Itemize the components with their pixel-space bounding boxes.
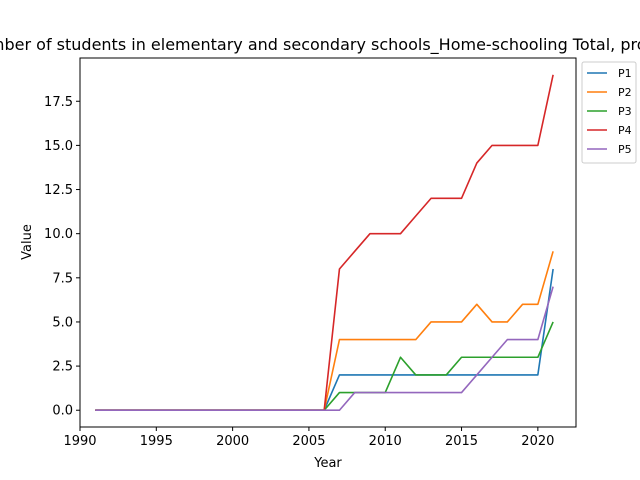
chart-title: Number of students in elementary and sec… xyxy=(0,35,640,55)
y-tick-label: 10.0 xyxy=(44,227,73,242)
x-tick-label: 2000 xyxy=(216,434,249,449)
y-axis-label: Value xyxy=(20,224,35,260)
y-axis: 0.0 2.5 5.0 7.5 10.0 12.5 15.0 17.5 xyxy=(44,95,80,419)
legend-label: P2 xyxy=(618,86,632,99)
legend-label: P1 xyxy=(618,67,632,80)
y-tick-label: 17.5 xyxy=(44,95,73,110)
legend-entry-p1: P1 xyxy=(587,67,632,80)
x-tick-label: 1990 xyxy=(63,434,96,449)
legend-box xyxy=(581,61,637,164)
series-line-p4 xyxy=(95,74,554,412)
y-tick-label: 7.5 xyxy=(52,271,73,286)
series-line-p5 xyxy=(95,286,554,412)
y-tick-label: 5.0 xyxy=(52,315,73,330)
series-line-p1 xyxy=(95,268,554,412)
axes-frame xyxy=(79,57,577,428)
x-tick-label: 2005 xyxy=(292,434,325,449)
legend-label: P4 xyxy=(618,124,632,137)
x-axis: 1990 1995 2000 2005 2010 2015 2020 xyxy=(63,427,554,449)
legend-entry-p3: P3 xyxy=(587,105,632,118)
x-tick-label: 2015 xyxy=(445,434,478,449)
legend-label: P5 xyxy=(618,143,632,156)
x-tick-label: 2010 xyxy=(369,434,402,449)
x-tick-label: 2020 xyxy=(521,434,554,449)
plot-area xyxy=(95,74,554,412)
y-tick-label: 12.5 xyxy=(44,183,73,198)
legend-entry-p5: P5 xyxy=(587,143,632,156)
series-line-p2 xyxy=(95,251,554,412)
legend: P1 P2 P3 P4 P5 xyxy=(581,61,637,164)
legend-entry-p2: P2 xyxy=(587,86,632,99)
legend-label: P3 xyxy=(618,105,632,118)
y-tick-label: 15.0 xyxy=(44,139,73,154)
legend-entry-p4: P4 xyxy=(587,124,632,137)
x-tick-label: 1995 xyxy=(140,434,173,449)
y-tick-label: 2.5 xyxy=(52,360,73,375)
y-tick-label: 0.0 xyxy=(52,404,73,419)
x-axis-label: Year xyxy=(313,456,342,471)
